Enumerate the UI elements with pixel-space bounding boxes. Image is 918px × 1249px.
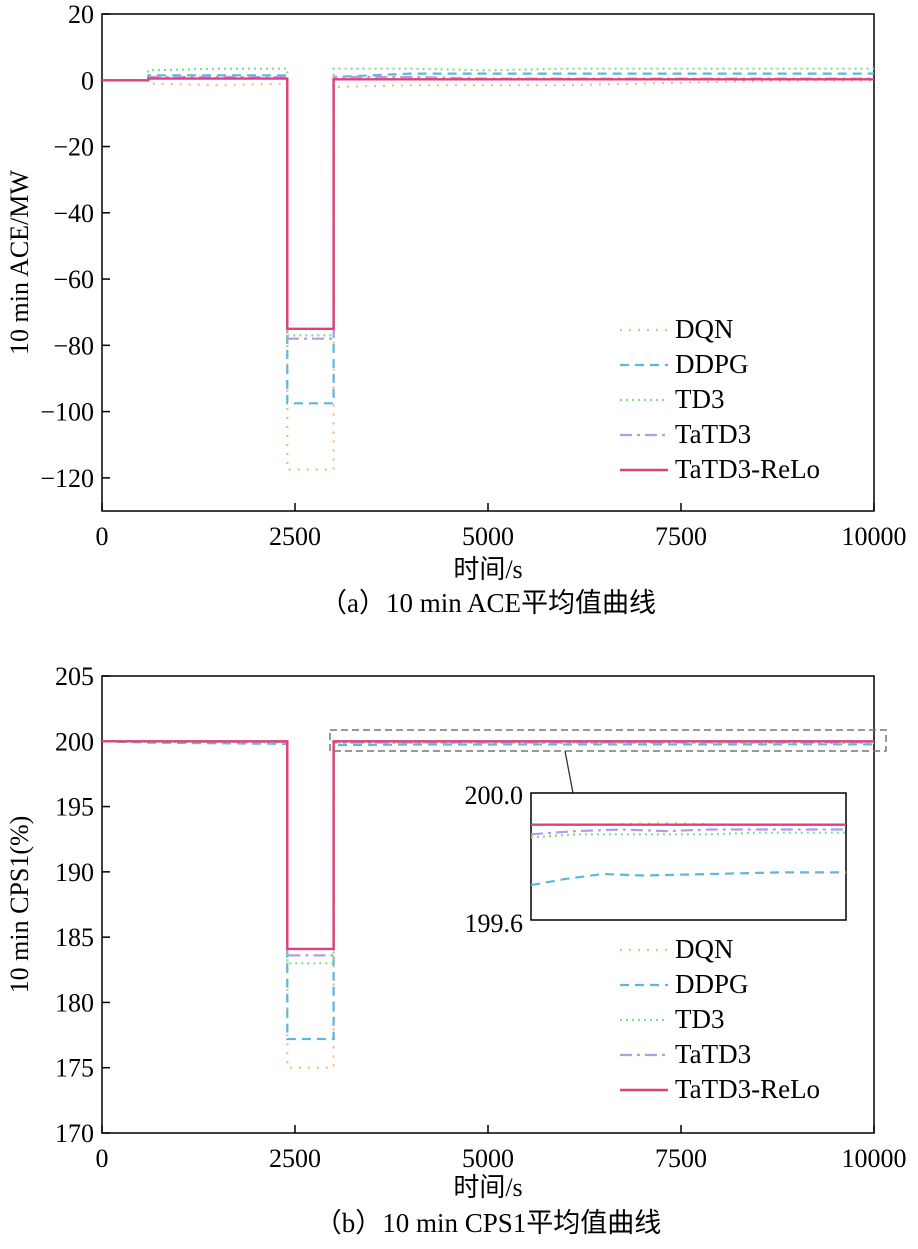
x-tick-label: 7500 — [655, 1144, 707, 1173]
plot-frame — [101, 13, 875, 512]
series-line-td3 — [102, 740, 874, 965]
legend-label: TaTD3 — [675, 419, 751, 449]
x-tick-label: 0 — [96, 1144, 109, 1173]
y-tick-label: 200 — [55, 727, 94, 756]
y-tick-label: 180 — [55, 988, 94, 1017]
inset-series-group — [530, 822, 846, 887]
series-line-td3 — [102, 67, 874, 337]
inset-series-line-ddpg — [530, 871, 846, 887]
inset-series-line-tatd3 — [530, 828, 846, 836]
y-tick-label: −40 — [53, 199, 94, 228]
y-tick-label: 175 — [55, 1054, 94, 1083]
x-axis-title: 时间/s — [453, 555, 522, 584]
zoom-region-box — [329, 729, 887, 752]
y-tick-label: 170 — [55, 1119, 94, 1148]
legend-label: DQN — [675, 934, 734, 964]
x-axis-title: 时间/s — [453, 1173, 522, 1202]
y-tick-label: 0 — [81, 66, 94, 95]
y-axis-title: 10 min ACE/MW — [5, 170, 34, 355]
legend-label: TD3 — [675, 384, 725, 414]
legend: DQN DDPG TD3 TaTD3 TaTD3-ReLo — [620, 314, 820, 484]
legend-label: TaTD3 — [675, 1039, 751, 1069]
y-tick-label: 195 — [55, 793, 94, 822]
inset-y-tick-label: 200.0 — [465, 781, 524, 810]
x-tick-label: 10000 — [842, 522, 907, 551]
x-tick-label: 10000 — [842, 1144, 907, 1173]
chart-panel-b: 170 175 180 185 190 195 200 205 0 2500 5000 7500 100… — [5, 662, 907, 1238]
y-tick-label: −60 — [53, 265, 94, 294]
y-tick-label: 205 — [55, 662, 94, 691]
x-tick-label: 0 — [96, 522, 109, 551]
chart-panel-a: −120 −100 −80 −60 −40 −20 0 20 0 2500 5000 7500 1000… — [5, 0, 907, 618]
series-line-ddpg — [102, 72, 874, 405]
zoom-connector — [564, 750, 574, 794]
legend-label: DDPG — [675, 349, 749, 379]
series-line-ddpg — [102, 740, 874, 1041]
x-tick-label: 5000 — [462, 522, 514, 551]
legend: DQN DDPG TD3 TaTD3 TaTD3-ReLo — [620, 934, 820, 1104]
figure-caption: （b）10 min CPS1平均值曲线 — [315, 1208, 662, 1238]
legend-label: DQN — [675, 314, 734, 344]
series-group — [102, 740, 874, 1069]
figure-caption: （a）10 min ACE平均值曲线 — [320, 588, 656, 618]
y-tick-label: 20 — [68, 0, 94, 29]
legend-label: DDPG — [675, 969, 749, 999]
y-tick-label: −80 — [53, 331, 94, 360]
x-tick-label: 2500 — [269, 1144, 321, 1173]
series-line-tatd3-relo — [102, 740, 874, 951]
series-group — [102, 67, 874, 471]
legend-label: TaTD3-ReLo — [675, 1074, 820, 1104]
series-line-tatd3 — [102, 75, 874, 340]
inset-frame — [530, 792, 847, 921]
x-tick-label: 5000 — [462, 1144, 514, 1173]
x-tick-label: 7500 — [655, 522, 707, 551]
legend-label: TD3 — [675, 1004, 725, 1034]
x-tick-label: 2500 — [269, 522, 321, 551]
legend-label: TaTD3-ReLo — [675, 454, 820, 484]
y-tick-label: 185 — [55, 923, 94, 952]
y-tick-label: −100 — [40, 398, 94, 427]
y-tick-label: −20 — [53, 133, 94, 162]
series-line-dqn — [102, 79, 874, 471]
series-line-tatd3-relo — [102, 77, 874, 330]
y-axis-title: 10 min CPS1(%) — [5, 816, 34, 994]
y-tick-label: −120 — [40, 464, 94, 493]
y-tick-label: 190 — [55, 858, 94, 887]
inset-y-tick-label: 199.6 — [465, 909, 524, 938]
